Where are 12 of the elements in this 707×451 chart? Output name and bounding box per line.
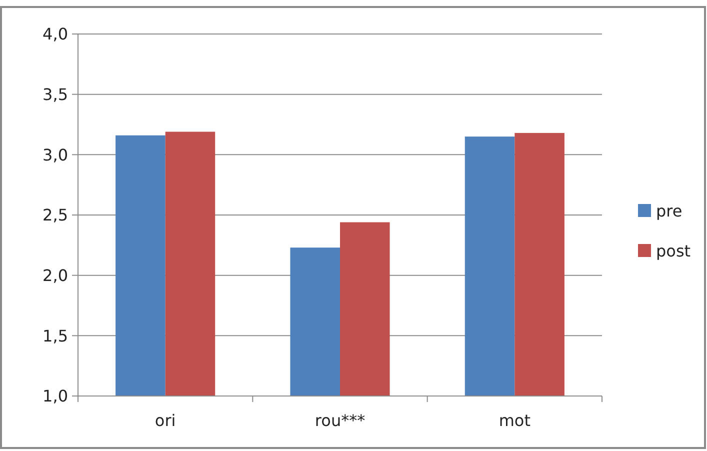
y-tick-label: 2,5 <box>42 206 68 225</box>
y-tick-label: 1,5 <box>42 326 68 346</box>
y-tick-label: 1,0 <box>42 386 68 406</box>
y-tick-label: 3,5 <box>42 84 68 104</box>
legend-label: post <box>656 242 691 261</box>
y-tick-label: 2,0 <box>42 266 68 285</box>
y-tick-label: 3,0 <box>42 145 68 164</box>
y-tick-label: 4,0 <box>42 24 68 44</box>
x-tick-label: mot <box>498 411 530 430</box>
legend-label: pre <box>656 202 682 221</box>
x-tick-label: ori <box>154 411 176 430</box>
x-tick-label: rou*** <box>314 411 366 430</box>
